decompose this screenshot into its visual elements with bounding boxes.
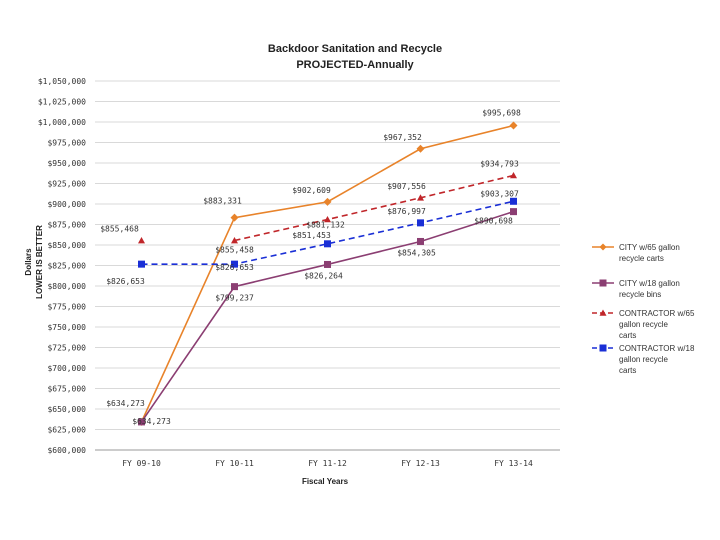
legend-entry: CONTRACTOR w/65 gallon recycle carts [592, 309, 695, 340]
y-tick-label: $925,000 [47, 180, 86, 189]
x-tick-label: FY 12-13 [401, 459, 440, 468]
y-tick-label: $750,000 [47, 323, 86, 332]
legend-entry: CITY w/65 gallon recycle carts [592, 243, 680, 263]
data-point [138, 260, 145, 268]
x-tick-label: FY 10-11 [215, 459, 254, 468]
data-point [138, 237, 145, 244]
legend-label: gallon recycle [619, 355, 668, 364]
data-label: $934,793 [480, 159, 519, 168]
legend-label: gallon recycle [619, 320, 668, 329]
data-label: $826,653 [106, 277, 145, 286]
data-point [510, 197, 517, 205]
data-point [231, 260, 238, 268]
data-label: $855,468 [100, 225, 139, 234]
legend-entry: CONTRACTOR w/18 gallon recycle carts [592, 344, 695, 375]
legend-marker [599, 309, 607, 316]
x-tick-label: FY 11-12 [308, 459, 347, 468]
legend-label: carts [619, 331, 636, 340]
y-tick-label: $625,000 [47, 426, 86, 435]
series-group [137, 121, 518, 426]
data-point [324, 215, 331, 223]
y-tick-label: $675,000 [47, 385, 86, 394]
legend-label: CONTRACTOR w/65 [619, 309, 695, 318]
x-tick-label: FY 09-10 [122, 459, 161, 468]
data-point [231, 283, 238, 291]
data-label: $634,273 [132, 417, 171, 426]
x-axis-ticks: FY 09-10 FY 10-11 FY 11-12 FY 12-13 FY 13-14 [122, 459, 533, 468]
data-point [230, 213, 239, 222]
data-label: $855,458 [215, 246, 254, 255]
y-tick-label: $600,000 [47, 446, 86, 455]
legend-label: carts [619, 366, 636, 375]
series-3 [138, 171, 517, 244]
gridlines [95, 80, 560, 430]
y-tick-label: $875,000 [47, 221, 86, 230]
data-label: $881,132 [306, 220, 345, 229]
data-point [510, 208, 517, 216]
data-label: $890,698 [474, 217, 513, 226]
data-label: $907,556 [387, 182, 426, 191]
data-label: $851,453 [292, 231, 331, 240]
data-point [417, 194, 424, 201]
data-point [231, 237, 238, 244]
data-label: $902,609 [292, 186, 331, 195]
data-point [417, 219, 424, 227]
series-line [141, 200, 514, 265]
data-point [509, 121, 518, 130]
data-label: $995,698 [482, 109, 521, 118]
y-tick-label: $775,000 [47, 303, 86, 312]
data-label: $799,237 [215, 294, 254, 303]
data-label: $967,352 [383, 133, 422, 142]
y-axis-label-dollars: Dollars [24, 248, 33, 276]
data-label: $826,264 [304, 271, 343, 280]
data-label: $854,305 [397, 248, 436, 257]
legend-marker [599, 243, 607, 251]
data-label: $634,273 [106, 399, 145, 408]
data-point [416, 144, 425, 153]
y-tick-label: $850,000 [47, 241, 86, 250]
data-point [323, 197, 332, 206]
y-tick-label: $950,000 [47, 159, 86, 168]
y-tick-label: $825,000 [47, 262, 86, 271]
x-tick-label: FY 13-14 [494, 459, 533, 468]
y-tick-label: $725,000 [47, 344, 86, 353]
series-line [234, 174, 514, 242]
series-4 [138, 197, 517, 268]
data-point [138, 418, 145, 426]
legend-label: CONTRACTOR w/18 [619, 344, 695, 353]
y-tick-label: $650,000 [47, 405, 86, 414]
legend: CITY w/65 gallon recycle carts CITY w/18 g… [592, 243, 695, 375]
data-point [324, 240, 331, 248]
legend-marker [599, 279, 607, 287]
series-2 [138, 208, 517, 426]
legend-label: CITY w/65 gallon [619, 243, 680, 252]
data-point [417, 237, 424, 245]
y-tick-label: $900,000 [47, 200, 86, 209]
data-label: $826,653 [215, 263, 254, 272]
y-tick-label: $800,000 [47, 282, 86, 291]
y-tick-label: $1,025,000 [38, 98, 86, 107]
y-tick-label: $1,050,000 [38, 77, 86, 86]
y-tick-label: $975,000 [47, 139, 86, 148]
data-point [324, 260, 331, 268]
legend-entry: CITY w/18 gallon recycle bins [592, 279, 680, 299]
x-axis-label: Fiscal Years [302, 477, 349, 486]
legend-label: CITY w/18 gallon [619, 279, 680, 288]
y-tick-label: $700,000 [47, 364, 86, 373]
y-axis-label-lower-better: LOWER IS BETTER [35, 225, 44, 299]
legend-label: recycle bins [619, 290, 661, 299]
legend-marker [599, 344, 607, 352]
data-label: $876,997 [387, 207, 426, 216]
legend-label: recycle carts [619, 254, 664, 263]
data-label: $903,307 [480, 189, 519, 198]
y-tick-label: $1,000,000 [38, 118, 86, 127]
data-labels: $883,331 $902,609 $967,352 $995,698 $634,273… [100, 109, 521, 426]
y-axis-ticks: $600,000 $625,000 $650,000 $675,000 $700,000… [38, 77, 86, 455]
chart-subtitle: PROJECTED-Annually [296, 59, 414, 71]
data-label: $883,331 [203, 197, 242, 206]
chart-title: Backdoor Sanitation and Recycle [268, 43, 442, 55]
data-point [510, 171, 517, 179]
